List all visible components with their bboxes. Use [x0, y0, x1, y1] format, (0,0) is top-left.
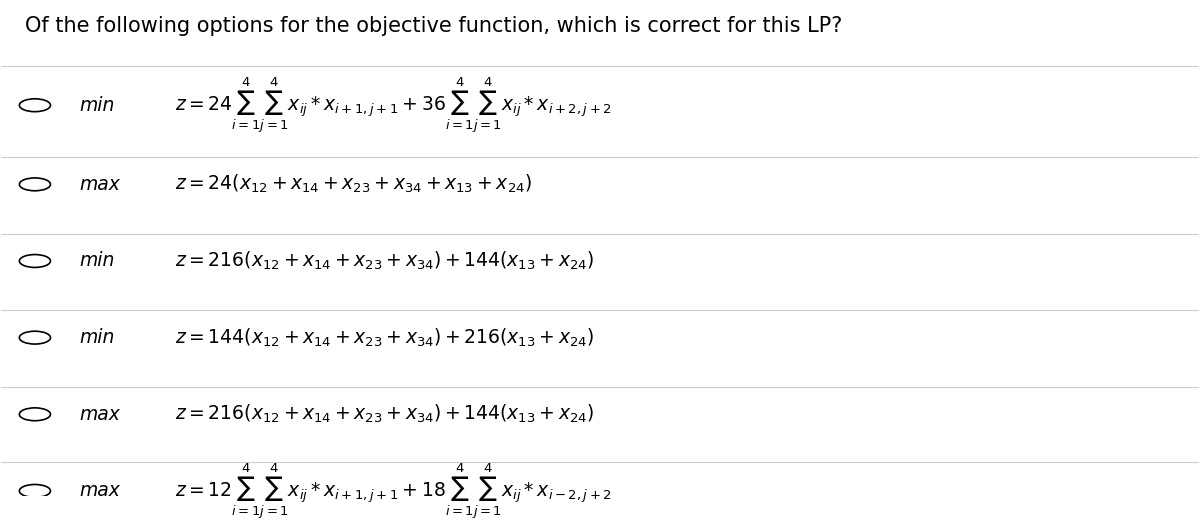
Text: Of the following options for the objective function, which is correct for this L: Of the following options for the objecti…: [25, 16, 842, 36]
Text: max: max: [79, 175, 120, 194]
Text: $z = 24(x_{12} + x_{14} + x_{23} + x_{34} + x_{13} + x_{24})$: $z = 24(x_{12} + x_{14} + x_{23} + x_{34…: [175, 173, 532, 196]
Text: $z = 144(x_{12} + x_{14} + x_{23} + x_{34}) + 216(x_{13} + x_{24})$: $z = 144(x_{12} + x_{14} + x_{23} + x_{3…: [175, 326, 594, 349]
Text: $z = 24\sum_{i=1}^{4}\sum_{j=1}^{4} x_{ij} * x_{i+1,j+1} + 36\sum_{i=1}^{4}\sum_: $z = 24\sum_{i=1}^{4}\sum_{j=1}^{4} x_{i…: [175, 75, 612, 135]
Text: max: max: [79, 482, 120, 501]
Text: max: max: [79, 405, 120, 424]
Text: min: min: [79, 252, 114, 270]
Text: $z = 12\sum_{i=1}^{4}\sum_{j=1}^{4} x_{ij} * x_{i+1,j+1} + 18\sum_{i=1}^{4}\sum_: $z = 12\sum_{i=1}^{4}\sum_{j=1}^{4} x_{i…: [175, 461, 612, 521]
Text: $z = 216(x_{12} + x_{14} + x_{23} + x_{34}) + 144(x_{13} + x_{24})$: $z = 216(x_{12} + x_{14} + x_{23} + x_{3…: [175, 250, 594, 272]
Text: $z = 216(x_{12} + x_{14} + x_{23} + x_{34}) + 144(x_{13} + x_{24})$: $z = 216(x_{12} + x_{14} + x_{23} + x_{3…: [175, 403, 594, 425]
Text: min: min: [79, 328, 114, 347]
Text: min: min: [79, 96, 114, 115]
